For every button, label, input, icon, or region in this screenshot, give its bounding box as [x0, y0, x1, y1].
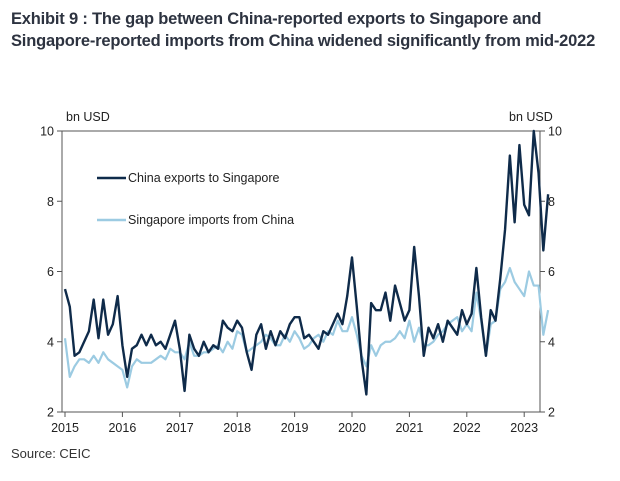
right-y-tick-label: 6	[548, 265, 555, 279]
right-y-tick-label: 4	[548, 335, 555, 349]
left-y-tick-label: 10	[40, 125, 54, 139]
chart-title: Exhibit 9 : The gap between China-report…	[11, 10, 596, 50]
x-tick-label: 2023	[510, 421, 538, 435]
x-tick-label: 2021	[395, 421, 423, 435]
left-y-tick-label: 8	[47, 195, 54, 209]
right-y-tick-label: 8	[548, 195, 555, 209]
right-axis-unit: bn USD	[509, 110, 553, 124]
x-tick-label: 2017	[166, 421, 194, 435]
left-y-tick-label: 4	[47, 335, 54, 349]
x-tick-label: 2022	[453, 421, 481, 435]
x-tick-label: 2020	[338, 421, 366, 435]
left-y-tick-label: 6	[47, 265, 54, 279]
legend-label-china-exports: China exports to Singapore	[128, 171, 280, 185]
legend: China exports to Singapore Singapore imp…	[97, 171, 294, 227]
right-y-ticks: 2 4 6 8 10	[540, 125, 562, 420]
x-tick-label: 2016	[108, 421, 136, 435]
right-y-tick-label: 2	[548, 406, 555, 420]
legend-label-singapore-imports: Singapore imports from China	[128, 213, 294, 227]
x-ticks: 2015 2016 2017 2018 2019 2020 2021 2022 2023	[51, 412, 538, 435]
left-y-tick-label: 2	[47, 406, 54, 420]
x-tick-label: 2019	[281, 421, 309, 435]
series-lines	[63, 129, 550, 396]
left-y-ticks: 2 4 6 8 10	[40, 125, 62, 420]
left-axis-unit: bn USD	[66, 110, 110, 124]
source-note: Source: CEIC	[11, 446, 91, 461]
x-tick-label: 2015	[51, 421, 79, 435]
series-line-china-exports	[63, 129, 550, 396]
series-line-singapore-imports	[63, 266, 550, 389]
x-tick-label: 2018	[223, 421, 251, 435]
right-y-tick-label: 10	[548, 125, 562, 139]
